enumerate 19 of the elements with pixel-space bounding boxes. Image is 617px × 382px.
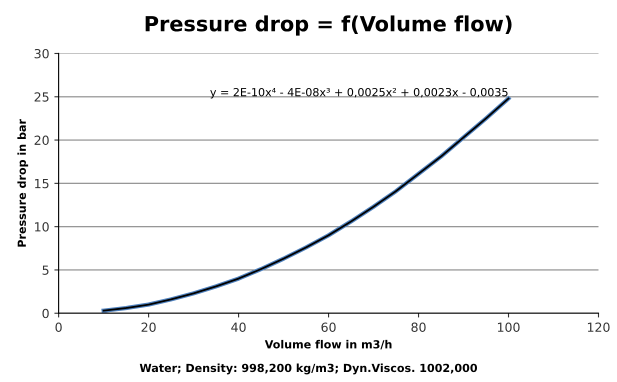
x-tick-label: 20 xyxy=(142,322,156,332)
y-tick-label: 20 xyxy=(34,136,49,145)
y-tick-label: 10 xyxy=(35,222,49,232)
x-tick-label: 80 xyxy=(411,322,426,332)
y-tick-label: 5 xyxy=(42,266,48,275)
x-tick-label: 0 xyxy=(55,322,62,332)
y-tick-label: 30 xyxy=(34,48,49,58)
x-tick-label: 100 xyxy=(498,322,520,332)
x-axis-title: Volume flow in m3/h xyxy=(264,340,392,350)
x-tick-label: 40 xyxy=(231,322,246,332)
y-tick-label: 15 xyxy=(35,178,48,188)
y-axis-title: Pressure drop in bar xyxy=(17,119,28,247)
text: Water; Density: 998,200 kg/m3; Dyn.Viscos. 1002,000 xyxy=(140,364,478,374)
y-tick-label: 0 xyxy=(42,308,49,318)
x-tick-label: 60 xyxy=(321,322,336,332)
chart-title: Pressure drop = f(Volume flow) xyxy=(146,15,512,36)
y-tick-label: 25 xyxy=(34,92,48,102)
x-tick-label: 120 xyxy=(588,322,610,332)
annotation: y = 2E-10x⁴ - 4E-08x³ + 0,0025x² + 0,0023x - 0,0035 xyxy=(210,88,508,99)
